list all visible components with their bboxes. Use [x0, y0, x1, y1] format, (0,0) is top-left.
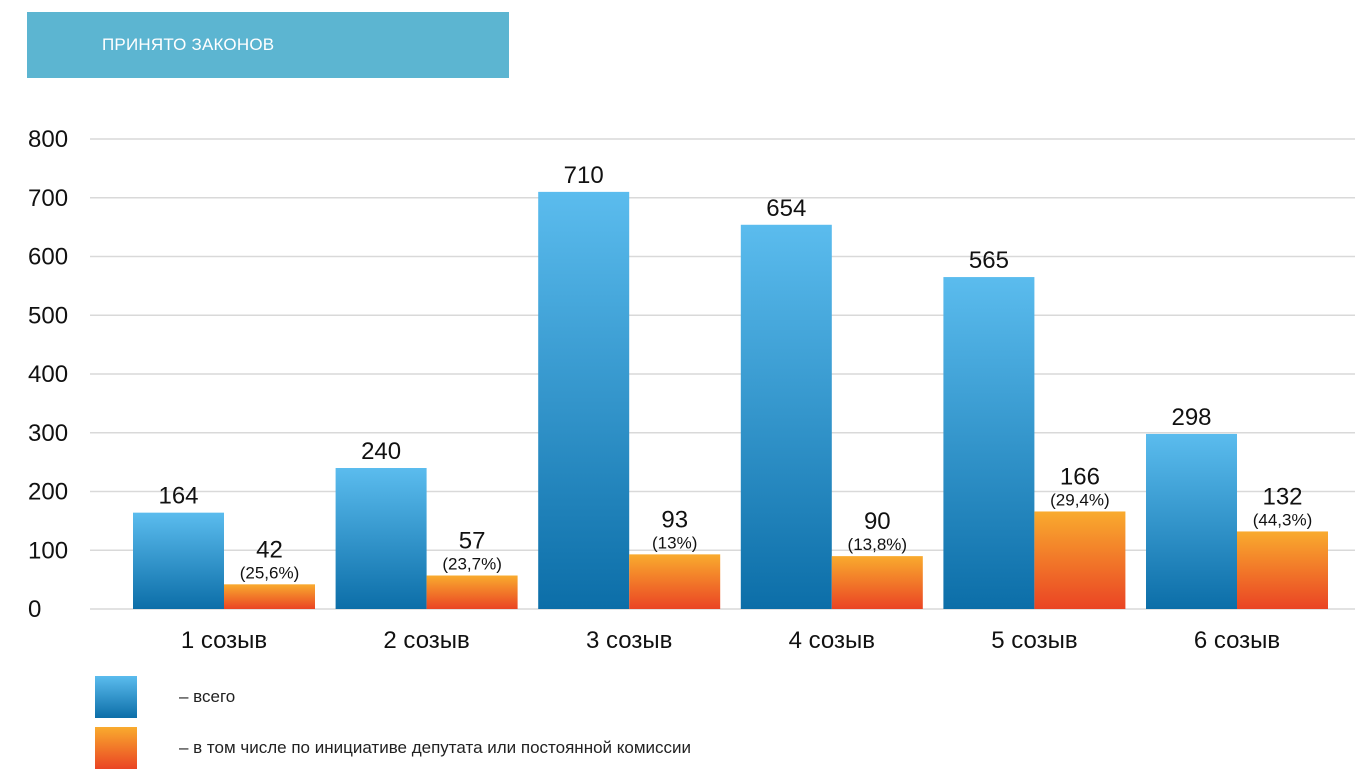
- y-tick-label: 200: [28, 479, 68, 506]
- bar-initiative: [831, 556, 923, 609]
- data-label-total: 565: [969, 247, 1009, 274]
- bar-total: [133, 512, 224, 609]
- percent-label-initiative: (23,7%): [442, 555, 502, 574]
- y-tick-label: 700: [28, 185, 68, 212]
- legend-label-total: – всего: [179, 687, 236, 706]
- data-label-initiative: 42: [256, 536, 283, 563]
- y-tick-label: 400: [28, 361, 68, 388]
- percent-label-initiative: (13%): [652, 533, 697, 552]
- data-label-initiative: 166: [1060, 463, 1100, 490]
- data-label-total: 710: [564, 162, 604, 189]
- x-category-label: 2 созыв: [383, 627, 469, 654]
- bar-initiative: [629, 554, 721, 609]
- data-label-total: 164: [158, 483, 198, 510]
- bar-initiative: [1034, 511, 1126, 609]
- chart-title: ПРИНЯТО ЗАКОНОВ: [102, 35, 275, 54]
- y-tick-label: 0: [28, 596, 41, 623]
- x-category-label: 3 созыв: [586, 627, 672, 654]
- legend-label-initiative: – в том числе по инициативе депутата или…: [179, 738, 692, 757]
- legend-swatch-initiative: [95, 727, 137, 769]
- bar-total: [538, 191, 630, 609]
- legend-item-total: – всего: [95, 676, 235, 718]
- percent-label-initiative: (44,3%): [1253, 510, 1313, 529]
- y-tick-label: 300: [28, 420, 68, 447]
- data-label-initiative: 57: [459, 528, 486, 555]
- x-category-label: 4 созыв: [789, 627, 875, 654]
- legend-item-initiative: – в том числе по инициативе депутата или…: [95, 727, 691, 769]
- bar-total: [943, 277, 1035, 609]
- bar-total: [1146, 433, 1237, 609]
- bar-total: [335, 468, 427, 609]
- percent-label-initiative: (25,6%): [240, 563, 300, 582]
- y-tick-label: 500: [28, 302, 68, 329]
- bar-initiative: [426, 575, 518, 609]
- data-label-total: 240: [361, 438, 401, 465]
- y-tick-label: 800: [28, 126, 68, 153]
- x-category-label: 6 созыв: [1194, 627, 1280, 654]
- percent-label-initiative: (13,8%): [848, 535, 908, 554]
- title-banner: ПРИНЯТО ЗАКОНОВ: [27, 12, 509, 78]
- percent-label-initiative: (29,4%): [1050, 490, 1110, 509]
- data-label-initiative: 90: [864, 508, 891, 535]
- bar-initiative: [224, 584, 315, 609]
- legend-swatch-total: [95, 676, 137, 718]
- data-label-initiative: 132: [1262, 483, 1302, 510]
- y-tick-label: 600: [28, 244, 68, 271]
- data-label-initiative: 93: [661, 506, 688, 533]
- y-tick-label: 100: [28, 537, 68, 564]
- x-category-label: 1 созыв: [181, 627, 267, 654]
- data-label-total: 654: [766, 195, 806, 222]
- x-category-label: 5 созыв: [991, 627, 1077, 654]
- bar-initiative: [1237, 531, 1328, 609]
- data-label-total: 298: [1171, 404, 1211, 431]
- bar-total: [740, 224, 832, 609]
